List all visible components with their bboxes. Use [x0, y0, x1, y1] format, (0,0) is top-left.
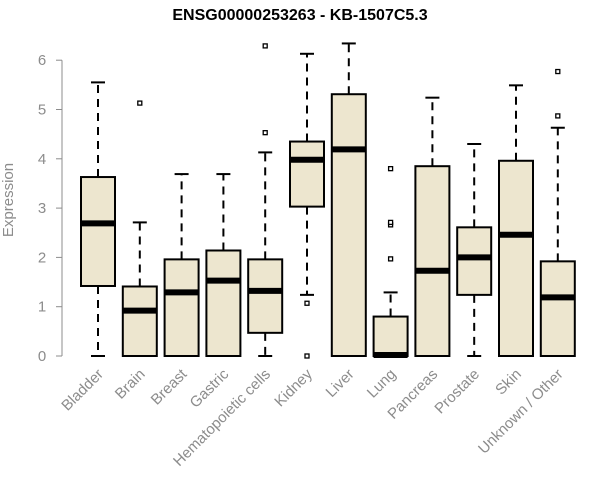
- iqr-box: [289, 140, 325, 208]
- outlier-point: [387, 166, 394, 172]
- box-9: [456, 143, 493, 357]
- chart-title: ENSG00000253263 - KB-1507C5.3: [172, 7, 428, 24]
- x-tick-label: Brain: [112, 366, 149, 403]
- outlier-point: [555, 113, 561, 119]
- y-tick-label: 6: [38, 52, 46, 69]
- box-0: [80, 81, 116, 357]
- box-7: [372, 166, 409, 359]
- y-tick-label: 5: [38, 102, 46, 119]
- iqr-box: [414, 165, 451, 357]
- outlier-point: [387, 219, 394, 226]
- outlier-point: [304, 300, 310, 306]
- box-4: [247, 43, 284, 357]
- iqr-box: [539, 260, 576, 357]
- y-axis: 0 1 2 3 4 5 6: [38, 52, 63, 365]
- y-tick-label: 2: [38, 249, 46, 266]
- y-tick-label: 4: [38, 151, 46, 168]
- box-11: [539, 68, 576, 357]
- x-tick-label: Bladder: [58, 366, 107, 415]
- x-tick-label: Kidney: [271, 365, 316, 410]
- iqr-box: [121, 285, 158, 357]
- x-tick-label: Lung: [364, 366, 400, 402]
- outlier-point: [387, 256, 394, 262]
- box-5: [289, 52, 325, 359]
- box-1: [121, 100, 158, 357]
- x-tick-label: Skin: [492, 366, 525, 399]
- box-3: [205, 173, 242, 357]
- outlier-point: [304, 353, 310, 359]
- y-tick-label: 3: [38, 200, 46, 217]
- iqr-box: [498, 159, 534, 357]
- y-tick-label: 1: [38, 299, 46, 316]
- iqr-box: [205, 249, 242, 357]
- outlier-point: [137, 100, 143, 106]
- box-8: [414, 96, 451, 357]
- boxes: [80, 42, 576, 359]
- outlier-point: [555, 68, 561, 75]
- box-10: [498, 84, 534, 357]
- x-tick-label: Breast: [148, 365, 191, 408]
- iqr-box: [330, 93, 367, 357]
- iqr-box: [456, 226, 493, 296]
- y-tick-label: 0: [38, 348, 46, 365]
- box-6: [330, 42, 367, 357]
- iqr-box: [80, 176, 116, 287]
- iqr-box: [372, 315, 409, 357]
- outlier-point: [262, 130, 268, 136]
- x-tick-label: Liver: [323, 366, 358, 401]
- x-tick-label: Prostate: [431, 366, 483, 418]
- box-2: [163, 173, 200, 358]
- iqr-box: [247, 258, 284, 334]
- iqr-box: [163, 258, 200, 358]
- outlier-point: [262, 43, 268, 49]
- y-axis-title: Expression: [0, 163, 17, 237]
